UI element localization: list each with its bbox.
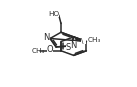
Text: S: S: [66, 43, 71, 52]
Text: CH₃: CH₃: [32, 48, 45, 54]
Text: CH₃: CH₃: [87, 37, 101, 43]
Text: O: O: [47, 45, 53, 54]
Text: N: N: [44, 33, 50, 42]
Text: \: \: [82, 38, 86, 44]
Text: N: N: [70, 41, 77, 50]
Text: HO: HO: [48, 11, 59, 17]
